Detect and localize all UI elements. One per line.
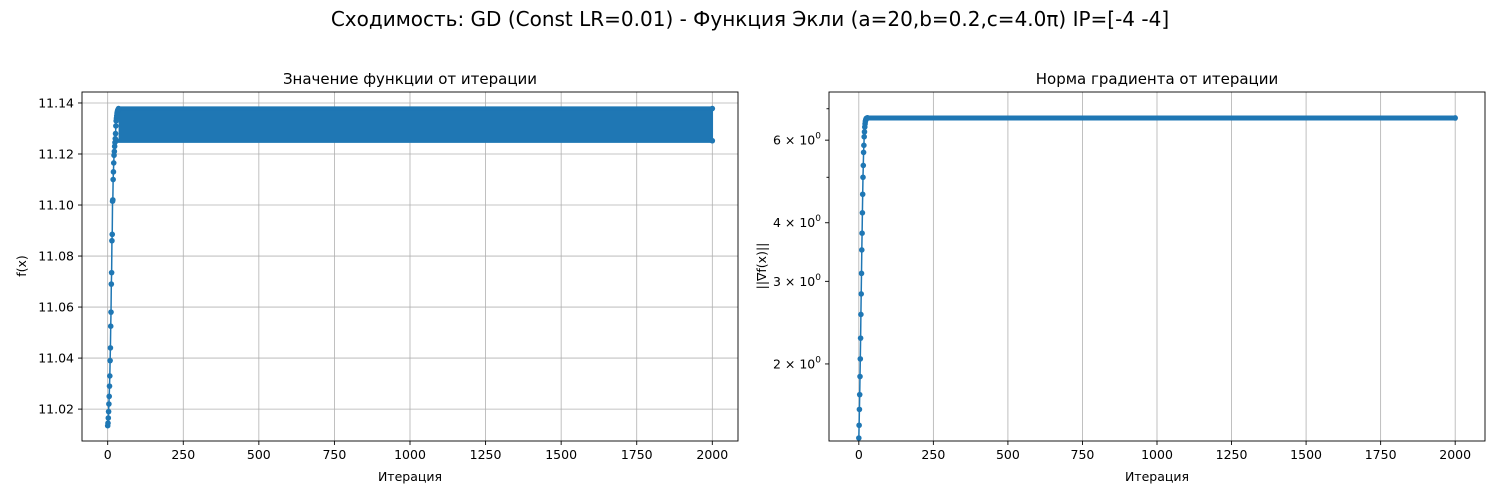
right-axes-xlabel: Итерация	[1125, 469, 1189, 484]
data-point	[108, 309, 114, 315]
data-point	[115, 105, 122, 112]
data-point	[856, 406, 863, 413]
data-point	[110, 169, 117, 175]
left-axes-ticks: 0 250 500 750 1000 1250 1500 1750 2000 11.02 11.04…	[38, 95, 728, 462]
data-point	[113, 123, 119, 129]
data-point	[709, 105, 716, 112]
data-point	[105, 408, 112, 415]
data-point	[107, 373, 113, 379]
data-point	[107, 323, 114, 329]
x-tick-label: 1250	[1216, 447, 1248, 462]
left-axes-title: Значение функции от итерации	[283, 70, 537, 88]
data-point	[859, 210, 866, 216]
x-tick-label: 1250	[470, 447, 502, 462]
y-tick-label: 4 × 100	[773, 214, 821, 230]
x-tick-label: 500	[247, 447, 271, 462]
data-point	[108, 269, 115, 276]
data-point	[105, 420, 111, 426]
x-tick-label: 1750	[621, 447, 653, 462]
data-point	[107, 345, 114, 351]
figure-suptitle: Сходимость: GD (Const LR=0.01) - Функция…	[331, 7, 1169, 31]
x-tick-label: 250	[171, 447, 195, 462]
x-tick-label: 2000	[1439, 447, 1471, 462]
data-point	[858, 291, 865, 297]
x-tick-label: 0	[104, 447, 112, 462]
x-tick-label: 2000	[696, 447, 728, 462]
data-point	[110, 160, 117, 166]
right-axes-title: Норма градиента от итерации	[1036, 70, 1279, 88]
x-tick-label: 1000	[1141, 447, 1173, 462]
data-point	[859, 230, 865, 236]
y-tick-label: 11.04	[38, 351, 74, 366]
data-point	[860, 174, 866, 181]
data-point	[110, 176, 116, 183]
data-point	[112, 135, 119, 142]
data-point	[858, 270, 865, 277]
right-axes-series	[856, 115, 1458, 441]
data-point	[859, 191, 866, 198]
data-point	[106, 383, 113, 389]
data-point	[110, 197, 116, 203]
x-tick-label: 0	[855, 447, 863, 462]
y-tick-label: 11.02	[38, 402, 74, 417]
data-point	[861, 129, 868, 135]
data-point	[860, 162, 867, 169]
data-point	[105, 415, 112, 421]
data-point	[858, 311, 864, 318]
left-axes-series	[104, 105, 716, 429]
y-tick-label: 11.12	[38, 146, 74, 161]
data-point	[857, 335, 864, 341]
left-axes-grid	[82, 92, 738, 441]
x-tick-label: 750	[322, 447, 346, 462]
y-tick-label: 2 × 100	[773, 355, 821, 371]
data-point	[112, 130, 119, 137]
data-point	[108, 281, 115, 287]
y-tick-label: 11.10	[38, 198, 74, 213]
x-tick-label: 750	[1071, 447, 1095, 462]
data-point	[107, 357, 113, 364]
left-axes-ylabel: f(x)	[14, 255, 29, 277]
x-tick-label: 500	[996, 447, 1020, 462]
y-tick-label: 3 × 100	[773, 273, 821, 289]
data-point	[857, 373, 863, 380]
left-axes-xlabel: Итерация	[378, 469, 442, 484]
data-point	[859, 247, 865, 253]
data-point	[106, 393, 113, 400]
data-point	[856, 422, 862, 429]
data-point	[856, 435, 862, 441]
y-tick-label: 11.08	[38, 249, 74, 264]
x-tick-label: 1750	[1365, 447, 1397, 462]
data-point	[856, 391, 863, 398]
right-axes-ylabel: ||∇f(x)||	[754, 243, 769, 290]
x-tick-label: 1000	[394, 447, 426, 462]
right-axes-gradient-norm: Норма градиента от итерации 0 250 500 750 10…	[754, 70, 1486, 484]
data-point	[861, 142, 867, 149]
data-point	[109, 231, 116, 238]
data-point	[861, 133, 867, 140]
data-point	[709, 137, 716, 144]
data-point	[857, 356, 864, 362]
oscillation-band	[118, 108, 713, 141]
x-tick-label: 1500	[545, 447, 577, 462]
x-tick-label: 1500	[1290, 447, 1322, 462]
right-axes-ticks: 0 250 500 750 1000 1250 1500 1750 2000 2 × 100 3 ×…	[773, 108, 1471, 462]
data-point	[111, 148, 118, 155]
y-tick-label: 11.14	[38, 95, 74, 110]
data-point	[109, 237, 115, 244]
y-tick-label: 6 × 100	[773, 132, 821, 148]
data-point	[106, 401, 112, 407]
right-axes-grid	[858, 92, 1456, 441]
left-axes-fx: Значение функции от итерации 0 250 500 750 1…	[14, 70, 739, 484]
x-tick-label: 250	[921, 447, 945, 462]
data-point	[860, 149, 867, 156]
y-tick-label: 11.06	[38, 300, 74, 315]
